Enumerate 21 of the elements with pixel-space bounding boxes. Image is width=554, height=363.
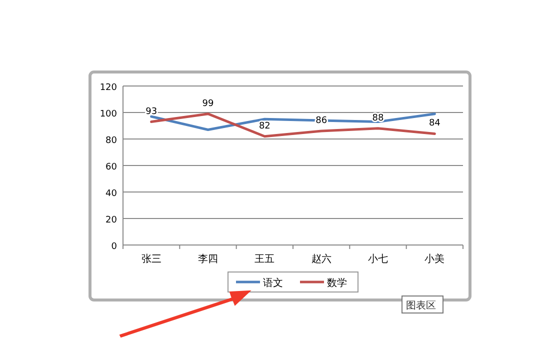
y-tick-label: 40 <box>106 189 118 199</box>
data-label: 82 <box>258 121 270 132</box>
x-tick-label: 李四 <box>198 253 218 265</box>
text: 图表区 <box>406 300 436 312</box>
y-tick-label: 120 <box>100 83 118 93</box>
legend-label: 数学 <box>327 277 347 289</box>
data-label: 86 <box>316 116 328 126</box>
y-tick-label: 0 <box>111 242 118 252</box>
x-tick-label: 小七 <box>368 253 388 265</box>
data-label: 84 <box>428 118 441 129</box>
x-tick-label: 小美 <box>424 253 445 265</box>
y-tick-label: 80 <box>106 136 118 146</box>
y-tick-label: 60 <box>106 162 118 172</box>
data-label: 93 <box>146 106 158 117</box>
x-tick-label: 赵六 <box>311 253 332 265</box>
x-tick-label: 张三 <box>141 253 162 265</box>
y-tick-label: 100 <box>100 110 118 120</box>
x-tick-label: 王五 <box>254 254 275 265</box>
data-label: 99 <box>202 98 214 109</box>
legend-label: 语文 <box>263 277 283 289</box>
y-tick-label: 20 <box>106 216 118 226</box>
